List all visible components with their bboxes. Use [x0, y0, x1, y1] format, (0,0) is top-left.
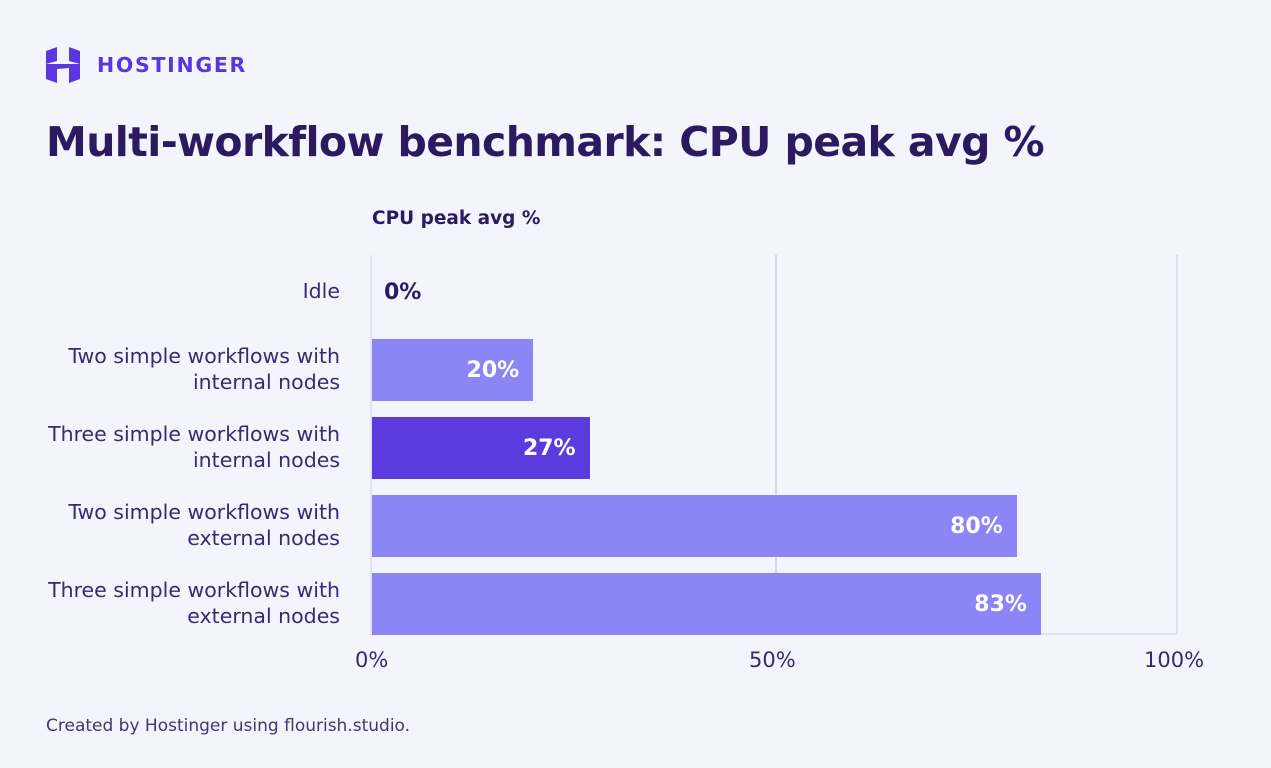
- plot-area: 0% 20% 27% 80% 83%: [370, 255, 1178, 635]
- bar-three-external[interactable]: 83%: [372, 573, 1041, 635]
- bar-row: 20%: [372, 339, 1178, 401]
- bar-value-label: 0%: [384, 279, 422, 305]
- bar-value-label: 80%: [950, 513, 1003, 539]
- bar-three-internal[interactable]: 27%: [372, 417, 590, 479]
- x-axis: 0% 50% 100%: [0, 648, 1271, 680]
- bar-value-label: 20%: [466, 357, 520, 383]
- category-label: Three simple workflows with internal nod…: [48, 422, 340, 472]
- hostinger-h-logo-icon: [46, 47, 80, 83]
- bar-two-external[interactable]: 80%: [372, 495, 1017, 557]
- bar-row: 27%: [372, 417, 1178, 479]
- gridline-100: [1176, 255, 1178, 634]
- x-tick-label: 0%: [355, 648, 389, 672]
- x-tick-label: 50%: [749, 648, 796, 672]
- category-label: Two simple workflows with external nodes: [68, 500, 340, 550]
- bar-row: 80%: [372, 495, 1178, 557]
- brand-name: HOSTINGER: [97, 53, 248, 77]
- gridline-0: [370, 255, 372, 634]
- footer-credit: Created by Hostinger using flourish.stud…: [46, 716, 411, 736]
- bar-value-label: 27%: [522, 435, 576, 461]
- bar-rows: 0% 20% 27% 80% 83%: [372, 255, 1178, 635]
- gridline-50: [775, 255, 777, 634]
- x-tick-label: 100%: [1144, 648, 1205, 672]
- bar-row: 83%: [372, 573, 1178, 635]
- bar-idle[interactable]: 0%: [372, 261, 421, 323]
- category-label: Idle: [302, 279, 340, 304]
- page-title: Multi-workflow benchmark: CPU peak avg %: [46, 118, 1045, 166]
- bar-row: 0%: [372, 261, 1178, 323]
- category-label: Three simple workflows with external nod…: [48, 578, 340, 628]
- bar-two-internal[interactable]: 20%: [372, 339, 534, 401]
- brand-logo: HOSTINGER: [46, 47, 247, 83]
- category-axis: Idle Two simple workflows with internal …: [0, 255, 356, 634]
- category-label: Two simple workflows with internal nodes: [68, 344, 340, 394]
- bar-value-label: 83%: [974, 591, 1027, 617]
- chart-subtitle: CPU peak avg %: [372, 208, 541, 229]
